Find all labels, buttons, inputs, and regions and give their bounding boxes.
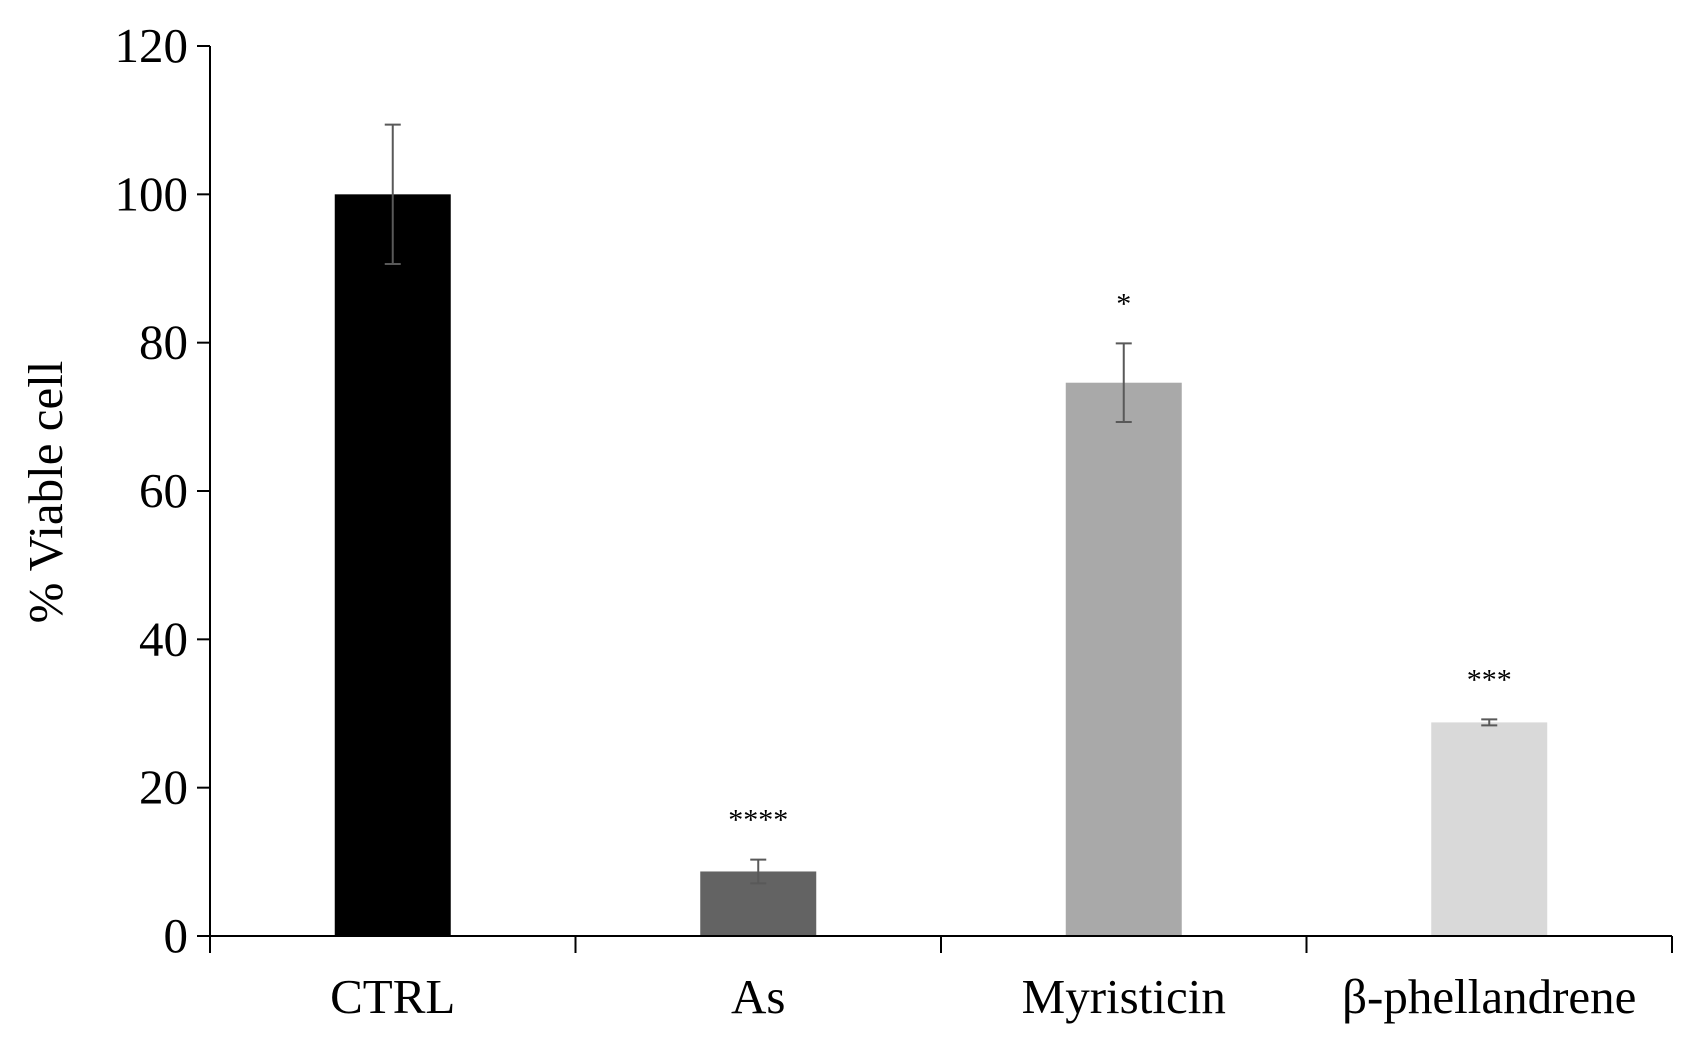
significance-labels: ********	[728, 287, 1512, 836]
y-tick-label: 100	[115, 166, 189, 221]
y-ticks: 0 20 40 60 80 100 120	[115, 18, 210, 963]
error-bars	[384, 123, 1498, 885]
x-tick-label: Myristicin	[1022, 969, 1226, 1024]
x-tick-label: β-phellandrene	[1342, 969, 1636, 1024]
x-tick-labels: CTRL As Myristicin β-phellandrene	[330, 969, 1636, 1024]
bar-ctrl	[334, 194, 451, 937]
y-tick-label: 120	[115, 18, 189, 73]
significance-label: ****	[728, 804, 788, 837]
y-tick-label: 0	[164, 908, 189, 963]
bar--phellandrene	[1431, 722, 1548, 936]
y-tick-label: 60	[139, 463, 188, 518]
x-tick-label: CTRL	[330, 969, 455, 1024]
y-tick-label: 20	[139, 760, 188, 815]
y-axis-title: % Viable cell	[18, 361, 73, 624]
bars	[334, 194, 1548, 937]
significance-label: *	[1116, 287, 1131, 320]
significance-label: ***	[1467, 663, 1512, 696]
y-tick-label: 40	[139, 611, 188, 666]
y-tick-label: 80	[139, 315, 188, 370]
x-tick-label: As	[731, 969, 785, 1024]
bar-myristicin	[1065, 382, 1182, 936]
